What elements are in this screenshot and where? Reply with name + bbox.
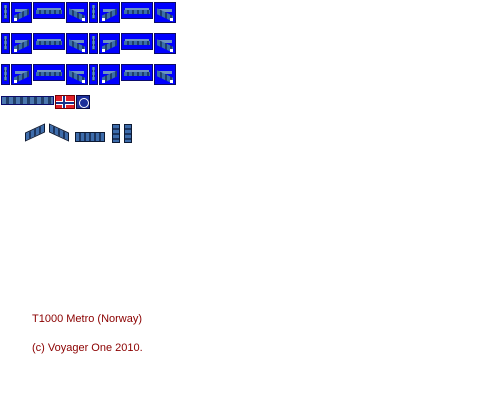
- train-sprite-diag-a: [99, 2, 120, 23]
- train-sprite-diag-b: [154, 2, 176, 23]
- train-sprite-diag-b: [154, 33, 176, 54]
- metro-logo-icon: [76, 95, 90, 109]
- train-sprite-vertical: [89, 33, 98, 54]
- copyright-notice: (c) Voyager One 2010.: [32, 342, 143, 354]
- train-sprite-vertical: [1, 33, 10, 54]
- train-preview-vertical-b: [124, 124, 132, 143]
- train-sprite-horizontal: [121, 64, 153, 81]
- train-sprite-vertical: [1, 64, 10, 85]
- train-sprite-horizontal: [121, 2, 153, 19]
- train-sprite-diag-a: [11, 64, 32, 85]
- train-preview-horizontal: [75, 132, 105, 142]
- train-sprite-horizontal: [121, 33, 153, 50]
- train-sprite-diag-a: [11, 2, 32, 23]
- train-sprite-vertical: [1, 2, 10, 23]
- norway-flag-icon: [55, 95, 75, 109]
- train-sprite-diag-b: [66, 64, 88, 85]
- train-preview-vertical-a: [112, 124, 120, 143]
- train-sprite-diag-a: [11, 33, 32, 54]
- train-sprite-horizontal: [33, 64, 65, 81]
- vehicle-title: T1000 Metro (Norway): [32, 313, 143, 325]
- train-sprite-horizontal: [33, 2, 65, 19]
- train-sprite-horizontal: [33, 33, 65, 50]
- train-preview-diag-b: [49, 123, 69, 142]
- train-purchase-strip: [1, 96, 54, 105]
- train-sprite-diag-b: [154, 64, 176, 85]
- train-sprite-diag-b: [66, 33, 88, 54]
- train-sprite-vertical: [89, 2, 98, 23]
- train-sprite-vertical: [89, 64, 98, 85]
- train-preview-diag-a: [25, 123, 45, 142]
- train-sprite-diag-a: [99, 33, 120, 54]
- train-sprite-diag-a: [99, 64, 120, 85]
- train-sprite-diag-b: [66, 2, 88, 23]
